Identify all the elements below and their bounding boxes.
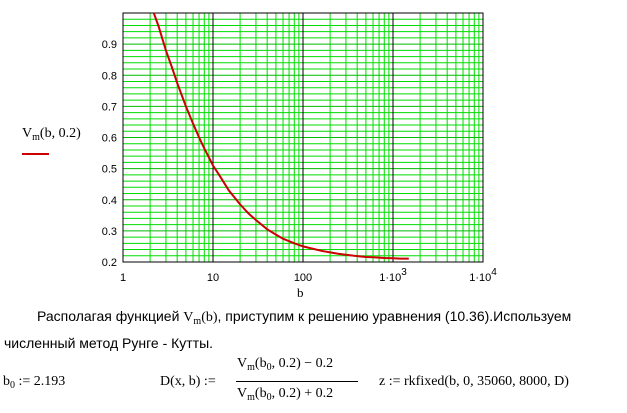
paragraph-text-before: Располагая функцией <box>37 308 180 324</box>
y-tick-labels: 0.2 0.3 0.4 0.5 0.6 0.7 0.8 0.9 <box>102 39 117 269</box>
num-rest: , 0.2) − 0.2 <box>271 356 334 371</box>
formula-d-lhs: D(x, b) := <box>160 374 216 389</box>
y-tick-label: 0.2 <box>102 257 117 269</box>
grid-lines <box>122 13 484 263</box>
den-rest: , 0.2) + 0.2 <box>271 386 334 401</box>
formula-b0-name: b <box>3 374 10 389</box>
legend-sub: m <box>32 132 40 143</box>
formula-b0-assign: := <box>18 374 31 389</box>
y-tick-label: 0.4 <box>102 195 117 207</box>
formula-b0: b0 := 2.193 <box>3 374 66 391</box>
num-main: V <box>237 356 248 371</box>
x-tick-label: 1 <box>120 272 126 284</box>
paragraph-line-1: Располагая функцией Vm(b), приступим к р… <box>37 308 572 327</box>
paragraph-text-after: , приступим к решению уравнения (10.36).… <box>217 308 572 324</box>
den-sub: m <box>247 392 255 403</box>
x-tick-labels: 1 10 100 1·103 1·104 <box>120 267 497 284</box>
den-open: (b <box>254 386 267 401</box>
x-tick-label: 1·104 <box>469 267 497 284</box>
y-tick-label: 0.9 <box>102 39 117 51</box>
y-tick-label: 0.3 <box>102 226 117 238</box>
paragraph-func-main: V <box>183 310 194 325</box>
chart-area: 0.2 0.3 0.4 0.5 0.6 0.7 0.8 0.9 1 10 100 1·103 1·10… <box>102 12 497 284</box>
den-sub2: 0 <box>266 392 272 403</box>
paragraph-func-sub: m <box>193 316 202 327</box>
x-tick-label: 10 <box>207 272 219 284</box>
y-tick-label: 0.6 <box>102 133 117 145</box>
y-tick-label: 0.8 <box>102 70 117 82</box>
legend-main: V <box>22 126 33 141</box>
paragraph-func: Vm(b) <box>183 310 218 327</box>
formula-z: z := rkfixed(b, 0, 35060, 8000, D) <box>379 374 569 389</box>
den-main: V <box>237 386 248 401</box>
x-tick-label: 100 <box>294 272 312 284</box>
formula-d-numerator: Vm(b0, 0.2) − 0.2 <box>237 356 334 373</box>
formula-b0-sub: 0 <box>10 380 15 391</box>
x-axis-label: b <box>297 285 304 300</box>
formula-d-fraction-bar <box>236 381 358 382</box>
series-line <box>152 12 409 260</box>
legend-swatch <box>22 153 49 155</box>
paragraph-func-args: (b) <box>201 310 218 325</box>
formula-b0-value: 2.193 <box>33 374 66 389</box>
num-sub2: 0 <box>266 362 272 373</box>
y-tick-label: 0.7 <box>102 101 117 113</box>
plot-frame <box>122 12 484 263</box>
formula-d-denominator: Vm(b0, 0.2) + 0.2 <box>237 386 334 403</box>
legend-args: (b, 0.2) <box>39 126 81 141</box>
x-tick-label: 1·103 <box>379 267 407 284</box>
num-open: (b <box>254 356 267 371</box>
legend-label: Vm(b, 0.2) <box>22 126 81 143</box>
y-tick-label: 0.5 <box>102 164 117 176</box>
paragraph-line-2: численный метод Рунге - Кутты. <box>4 335 214 351</box>
num-sub: m <box>247 362 255 373</box>
